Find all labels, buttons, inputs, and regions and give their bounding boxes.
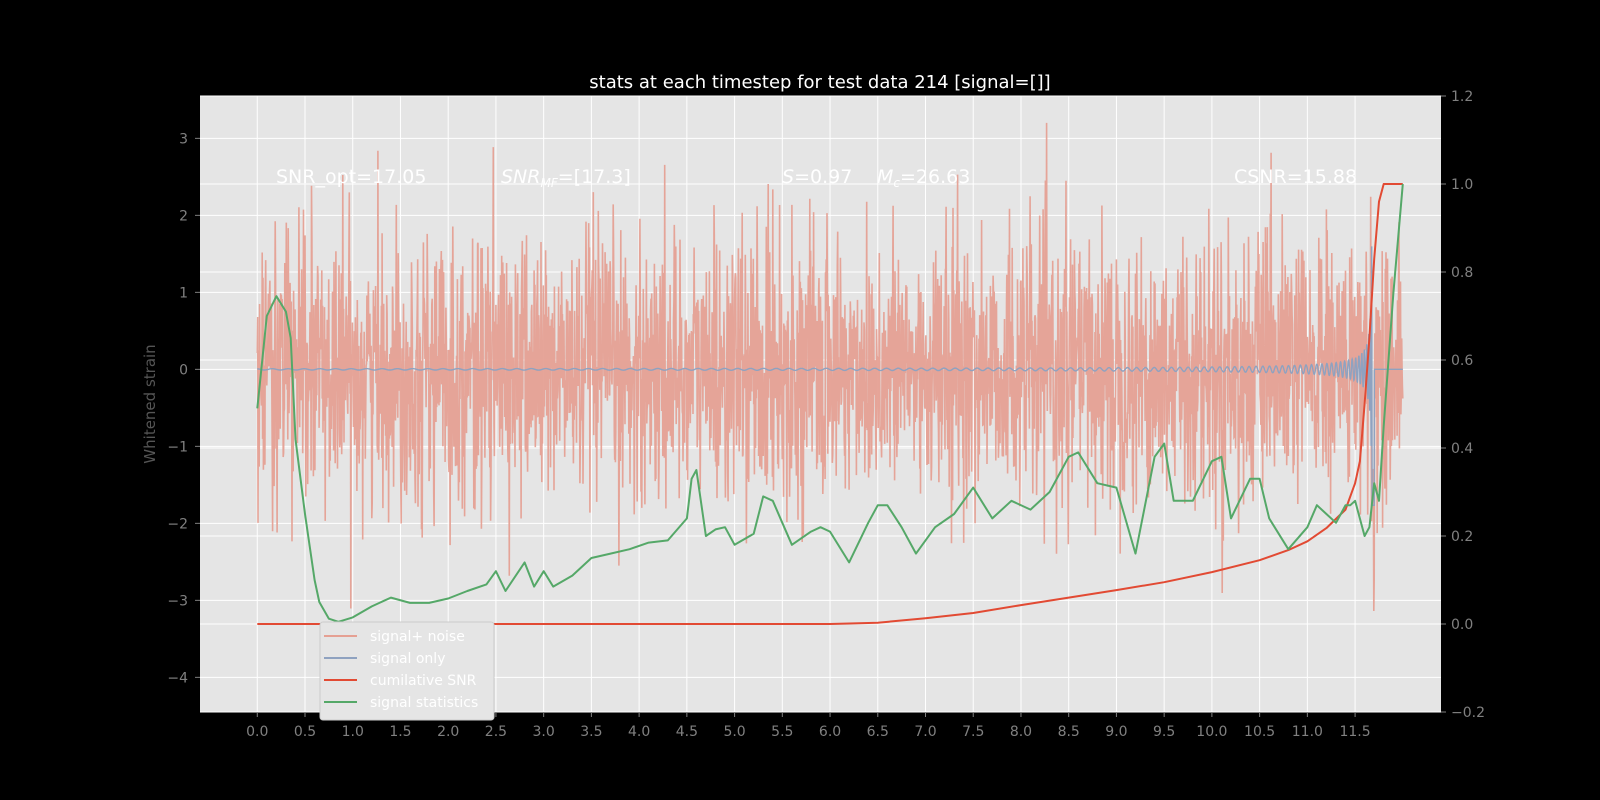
chart-title: stats at each timestep for test data 214… (589, 72, 1050, 93)
x-tick-label: 3.5 (580, 724, 602, 740)
y-tick-label: −1 (167, 439, 188, 455)
x-tick-label: 7.0 (914, 724, 936, 740)
legend-signal-only-label: signal only (370, 651, 445, 667)
x-tick-label: 11.5 (1339, 724, 1370, 740)
snr-mf-base: SNR (501, 166, 540, 188)
annotation-snr-mf: SNRMF=[17.3] (501, 166, 631, 190)
snr-mf-value: =[17.3] (558, 166, 631, 188)
legend-box (319, 621, 495, 721)
x-tick-label: 10.0 (1196, 724, 1227, 740)
legend-cumulative-snr-label: cumilative SNR (370, 673, 477, 689)
legend: signal+ noise signal only cumilative SNR si… (319, 621, 495, 721)
y-tick-label: −4 (167, 670, 188, 686)
annotations: SNR_opt=17.05 SNRMF=[17.3] S=0.97 Mc=26.… (276, 166, 1357, 190)
x-tick-label: 7.5 (962, 724, 984, 740)
x-tick-label: 5.5 (771, 724, 793, 740)
x-tick-label: 0.0 (246, 724, 268, 740)
x-tick-label: 9.5 (1153, 724, 1175, 740)
x-tick-label: 1.5 (389, 724, 411, 740)
y-right-tick-label: 0.8 (1451, 265, 1473, 281)
x-tick-label: 2.0 (437, 724, 459, 740)
y-tick-label: 0 (179, 362, 188, 378)
annotation-mc: Mc=26.63 (877, 166, 970, 190)
x-tick-label: 8.0 (1010, 724, 1032, 740)
x-tick-label: 6.0 (819, 724, 841, 740)
y-right-tick-label: 1.0 (1451, 177, 1473, 193)
x-tick-label: 8.5 (1058, 724, 1080, 740)
annotation-csnr: CSNR=15.88 (1234, 166, 1357, 188)
y-axis-label: Whitened strain (141, 344, 159, 463)
y-right-tick-label: 0.4 (1451, 441, 1473, 457)
y-tick-label: −3 (167, 593, 188, 609)
x-tick-label: 10.5 (1244, 724, 1275, 740)
y-right-tick-label: 0.0 (1451, 617, 1473, 633)
x-tick-label: 4.0 (628, 724, 650, 740)
s-value: =0.97 (794, 166, 852, 188)
legend-signal-noise-label: signal+ noise (370, 629, 465, 645)
y-right-tick-label: 0.6 (1451, 353, 1473, 369)
x-tick-label: 5.0 (723, 724, 745, 740)
y-tick-label: −2 (167, 516, 188, 532)
x-tick-label: 9.0 (1105, 724, 1127, 740)
x-tick-label: 2.5 (485, 724, 507, 740)
x-tick-label: 11.0 (1292, 724, 1323, 740)
x-tick-label: 1.0 (342, 724, 364, 740)
snr-mf-sub: MF (540, 176, 558, 190)
series-signal-statistics (256, 183, 1404, 623)
x-tick-label: 0.5 (294, 724, 316, 740)
x-tick-label: 3.0 (533, 724, 555, 740)
y-tick-label: 1 (179, 285, 188, 301)
y-right-tick-label: 0.2 (1451, 529, 1473, 545)
y-tick-label: 3 (179, 131, 188, 147)
annotation-s: S=0.97 (782, 166, 852, 188)
y-tick-label: 2 (179, 208, 188, 224)
y-right-tick-label: 1.2 (1451, 89, 1473, 105)
legend-signal-statistics-label: signal statistics (370, 695, 478, 711)
mc-sub: c (893, 176, 900, 190)
s-base: S (782, 166, 794, 188)
series-signal-noise (256, 122, 1404, 612)
series-layer (256, 122, 1404, 625)
x-tick-label: 4.5 (676, 724, 698, 740)
axes-ticks: 0.0 0.5 1.0 1.5 2.0 2.5 3.0 3.5 4.0 4.5 5.0 5.5 6.0 6… (167, 89, 1485, 740)
x-tick-label: 6.5 (867, 724, 889, 740)
mc-value: =26.63 (900, 166, 970, 188)
annotation-snr-opt: SNR_opt=17.05 (276, 166, 426, 188)
mc-base: M (877, 166, 893, 188)
y-right-tick-label: −0.2 (1451, 705, 1485, 721)
series-signal-only (257, 246, 1403, 506)
